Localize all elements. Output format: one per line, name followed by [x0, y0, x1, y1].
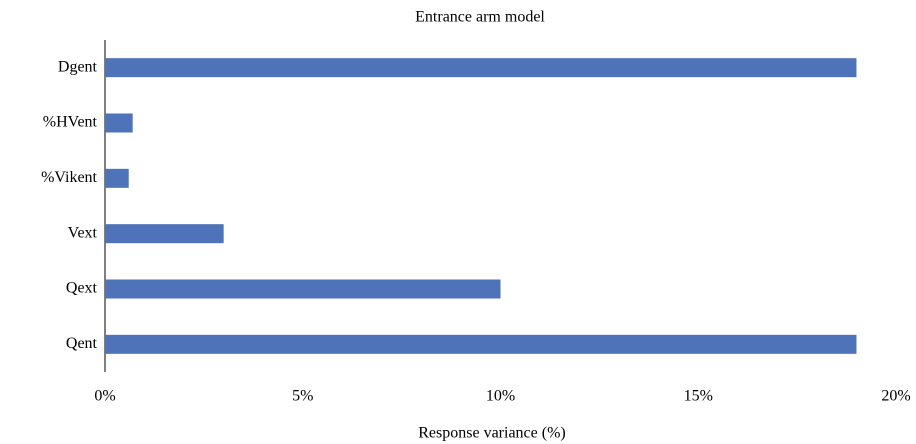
bar: [105, 224, 224, 244]
y-tick-label: Qent: [66, 335, 98, 352]
bar: [105, 168, 129, 188]
x-tick-label: 5%: [292, 388, 313, 405]
y-tick-label: %Vikent: [41, 169, 97, 186]
bar: [105, 279, 501, 299]
x-tick-label: 0%: [94, 388, 115, 405]
y-tick-label: Dgent: [58, 58, 98, 75]
x-tick-label: 20%: [881, 388, 910, 405]
y-tick-label: Vext: [68, 224, 98, 241]
x-axis-label: Response variance (%): [418, 425, 566, 442]
x-tick-label: 10%: [486, 388, 515, 405]
x-tick-label: 15%: [684, 388, 713, 405]
y-tick-label: %HVent: [43, 114, 98, 131]
bar: [105, 58, 857, 78]
chart-title: Entrance arm model: [415, 9, 545, 26]
bar: [105, 113, 133, 133]
y-tick-label: Qext: [66, 280, 98, 297]
bar: [105, 334, 857, 354]
